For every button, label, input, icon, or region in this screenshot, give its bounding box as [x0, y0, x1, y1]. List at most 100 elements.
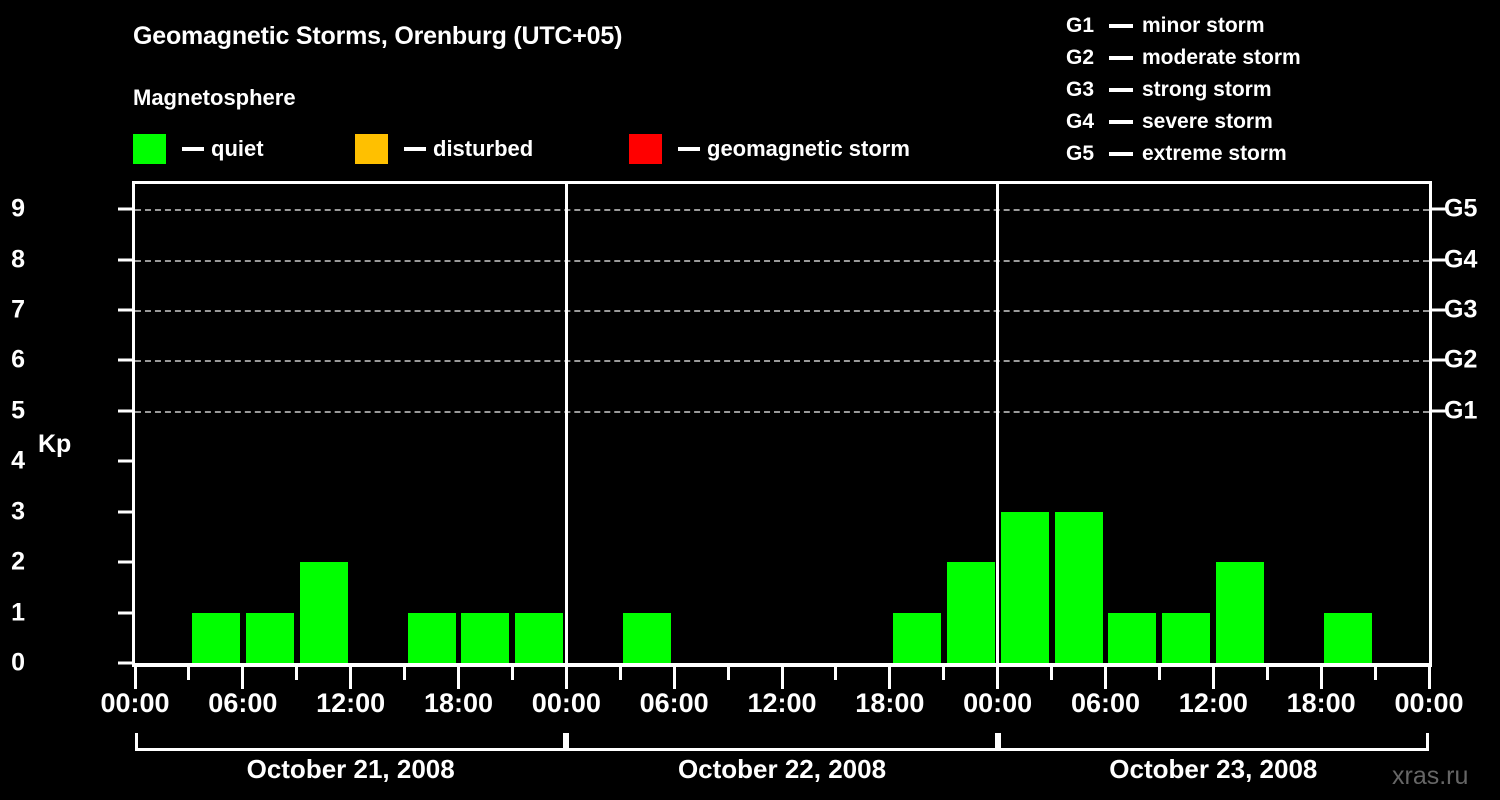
x-tick-label-5: 06:00 — [639, 688, 709, 718]
day-divider — [996, 184, 1000, 663]
x-tick-mark-5 — [403, 667, 407, 680]
g-scale-dash-icon — [1109, 56, 1133, 60]
x-tick-mark-16 — [996, 667, 1000, 689]
g-scale-code: G4 — [1066, 110, 1095, 133]
day-label: October 22, 2008 — [677, 754, 887, 784]
g-scale-code: G5 — [1066, 142, 1095, 165]
gridline-kp-9 — [135, 209, 1429, 212]
bar — [299, 562, 348, 663]
bar — [1324, 612, 1373, 663]
g-scale-dash-icon — [1109, 24, 1133, 28]
gridline-kp-5 — [135, 410, 1429, 413]
y-tick-mark-4 — [118, 459, 132, 463]
x-tick-label-2: 12:00 — [316, 688, 386, 718]
x-tick-mark-18 — [1104, 667, 1107, 689]
x-tick-label-10: 12:00 — [1178, 688, 1248, 718]
g-scale-description: strong storm — [1142, 78, 1272, 101]
y-tick-label-8: 8 — [11, 245, 25, 274]
x-tick-label-3: 18:00 — [423, 688, 494, 718]
day-label: October 23, 2008 — [1109, 754, 1318, 784]
x-tick-mark-12 — [780, 667, 784, 689]
x-tick-label-0: 00:00 — [100, 688, 170, 718]
bar — [1162, 612, 1211, 663]
x-tick-mark-23 — [1373, 667, 1377, 680]
x-tick-label-8: 00:00 — [963, 688, 1033, 718]
y-tick-label-6: 6 — [11, 345, 25, 374]
y-tick-mark-0 — [118, 661, 132, 665]
legend-label: quiet — [211, 136, 264, 161]
g-scale-row-g5: G5 extreme storm — [1066, 138, 1486, 170]
x-tick-mark-4 — [349, 667, 353, 689]
y-tick-mark-3 — [118, 510, 132, 514]
plot-inner — [135, 184, 1429, 663]
x-tick-mark-15 — [942, 667, 946, 680]
page-title: Geomagnetic Storms, Orenburg (UTC+05) — [133, 22, 623, 50]
legend-entry-2: disturbed — [355, 133, 533, 165]
x-tick-label-1: 06:00 — [208, 688, 278, 718]
y-tick-label-9: 9 — [11, 194, 25, 223]
bar — [461, 612, 510, 663]
x-tick-label-11: 18:00 — [1286, 688, 1356, 718]
bar — [892, 612, 941, 663]
g-tick-label-g1: G1 — [1444, 396, 1478, 425]
g-scale-row-g3: G3 strong storm — [1066, 74, 1486, 106]
y-tick-label-2: 2 — [11, 547, 25, 576]
g-scale-code: G2 — [1066, 46, 1095, 69]
x-tick-mark-17 — [1050, 667, 1054, 680]
x-tick-mark-2 — [241, 667, 245, 689]
bar — [623, 612, 672, 663]
x-tick-mark-20 — [1211, 667, 1215, 689]
y-tick-mark-9 — [118, 207, 132, 211]
bar — [1108, 612, 1157, 663]
g-scale-description: moderate storm — [1142, 46, 1301, 69]
day-bracket — [135, 733, 567, 751]
day-bracket — [566, 733, 998, 751]
y-tick-mark-2 — [118, 560, 132, 564]
legend-dash-icon — [404, 147, 426, 151]
x-tick-label-7: 18:00 — [855, 688, 925, 718]
y-tick-label-7: 7 — [11, 295, 25, 324]
x-tick-mark-22 — [1319, 667, 1323, 689]
g-scale-row-g2: G2 moderate storm — [1066, 42, 1486, 74]
g-tick-label-g5: G5 — [1444, 194, 1478, 223]
legend-dash-icon — [182, 147, 204, 151]
green-square-swatch — [133, 134, 166, 164]
legend-entry-1: quiet — [133, 133, 264, 165]
y-tick-label-3: 3 — [11, 497, 25, 526]
x-tick-label-4: 00:00 — [531, 688, 601, 718]
g-scale-description: minor storm — [1142, 14, 1265, 37]
y-tick-label-5: 5 — [11, 396, 25, 425]
magnetosphere-label: Magnetosphere — [133, 85, 296, 110]
x-tick-mark-8 — [564, 667, 568, 689]
bar — [946, 562, 995, 663]
x-tick-mark-14 — [888, 667, 892, 689]
g-scale-legend: G1 minor storm G2 moderate storm G3 strong st… — [1066, 10, 1486, 170]
gridline-kp-7 — [135, 310, 1429, 313]
g-tick-mark-g2 — [1432, 358, 1446, 362]
bar — [1054, 511, 1103, 663]
x-tick-mark-24 — [1427, 667, 1431, 689]
g-scale-dash-icon — [1109, 120, 1133, 124]
x-tick-mark-0 — [133, 667, 137, 689]
day-label: October 21, 2008 — [246, 754, 455, 784]
x-tick-mark-1 — [187, 667, 191, 680]
y-tick-mark-8 — [118, 258, 132, 262]
g-tick-mark-g1 — [1432, 409, 1446, 413]
x-tick-label-6: 12:00 — [747, 688, 817, 718]
x-tick-label-12: 00:00 — [1394, 688, 1464, 718]
y-tick-mark-1 — [118, 611, 132, 615]
y-tick-mark-5 — [118, 409, 132, 413]
x-tick-mark-11 — [726, 667, 730, 680]
g-scale-dash-icon — [1109, 88, 1133, 92]
legend-label: disturbed — [433, 136, 534, 161]
bar — [1216, 562, 1265, 663]
x-tick-label-9: 06:00 — [1070, 688, 1141, 718]
y-tick-mark-7 — [118, 308, 132, 312]
g-scale-code: G3 — [1066, 78, 1095, 101]
gridline-kp-8 — [135, 259, 1429, 262]
g-tick-mark-g4 — [1432, 258, 1446, 262]
x-tick-mark-9 — [618, 667, 622, 680]
y-axis-title: Kp — [38, 430, 72, 458]
x-tick-mark-7 — [510, 667, 514, 680]
g-scale-description: extreme storm — [1142, 142, 1287, 165]
